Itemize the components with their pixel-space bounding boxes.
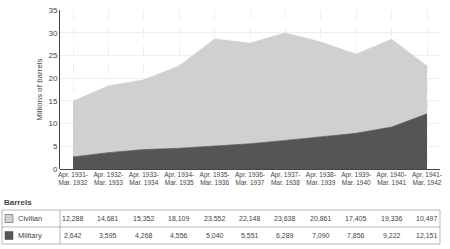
svg-text:18,109: 18,109 <box>168 215 190 222</box>
svg-text:35: 35 <box>48 6 57 15</box>
svg-text:Millions of barrels: Millions of barrels <box>35 58 44 120</box>
svg-text:3,595: 3,595 <box>99 232 117 239</box>
svg-text:Apr. 1937-Mar. 1938: Apr. 1937-Mar. 1938 <box>270 171 300 186</box>
svg-text:7,090: 7,090 <box>312 232 330 239</box>
svg-text:Apr. 1935-Mar. 1936: Apr. 1935-Mar. 1936 <box>200 171 230 186</box>
svg-text:5: 5 <box>53 142 58 151</box>
svg-text:Barrels: Barrels <box>4 198 32 207</box>
svg-text:19,336: 19,336 <box>381 215 403 222</box>
svg-text:7,856: 7,856 <box>347 232 365 239</box>
svg-text:Apr. 1939-Mar. 1940: Apr. 1939-Mar. 1940 <box>341 171 371 186</box>
svg-text:Apr. 1940-Mar. 1941: Apr. 1940-Mar. 1941 <box>377 171 407 186</box>
svg-text:Military: Military <box>18 231 42 240</box>
svg-text:9,222: 9,222 <box>383 232 401 239</box>
svg-text:30: 30 <box>48 29 57 38</box>
svg-text:12,151: 12,151 <box>416 232 438 239</box>
svg-text:20: 20 <box>48 74 57 83</box>
svg-text:23,638: 23,638 <box>274 215 296 222</box>
svg-text:5,040: 5,040 <box>206 232 224 239</box>
svg-text:25: 25 <box>48 51 57 60</box>
svg-text:2,642: 2,642 <box>64 232 82 239</box>
svg-text:12,288: 12,288 <box>62 215 84 222</box>
svg-text:Apr. 1936-Mar. 1937: Apr. 1936-Mar. 1937 <box>235 171 265 186</box>
svg-text:23,552: 23,552 <box>204 215 226 222</box>
svg-text:6,289: 6,289 <box>276 232 294 239</box>
svg-text:15,352: 15,352 <box>133 215 155 222</box>
svg-text:15: 15 <box>48 97 57 106</box>
svg-text:5,551: 5,551 <box>241 232 259 239</box>
svg-text:10,497: 10,497 <box>416 215 438 222</box>
svg-text:Civilian: Civilian <box>18 214 42 223</box>
svg-text:Apr. 1934-Mar. 1935: Apr. 1934-Mar. 1935 <box>164 171 194 186</box>
svg-text:20,861: 20,861 <box>310 215 332 222</box>
svg-text:Apr. 1938-Mar. 1939: Apr. 1938-Mar. 1939 <box>306 171 336 186</box>
svg-text:22,148: 22,148 <box>239 215 261 222</box>
svg-text:Apr. 1933-Mar. 1934: Apr. 1933-Mar. 1934 <box>129 171 159 186</box>
svg-text:4,268: 4,268 <box>135 232 153 239</box>
svg-text:Apr. 1941-Mar. 1942: Apr. 1941-Mar. 1942 <box>412 171 442 186</box>
svg-text:14,681: 14,681 <box>97 215 119 222</box>
svg-text:Apr. 1932-Mar. 1933: Apr. 1932-Mar. 1933 <box>93 171 123 186</box>
svg-text:0: 0 <box>53 165 58 174</box>
svg-text:4,556: 4,556 <box>170 232 188 239</box>
svg-text:17,405: 17,405 <box>345 215 367 222</box>
svg-text:10: 10 <box>48 119 57 128</box>
svg-text:Apr. 1931-Mar. 1932: Apr. 1931-Mar. 1932 <box>58 171 88 186</box>
